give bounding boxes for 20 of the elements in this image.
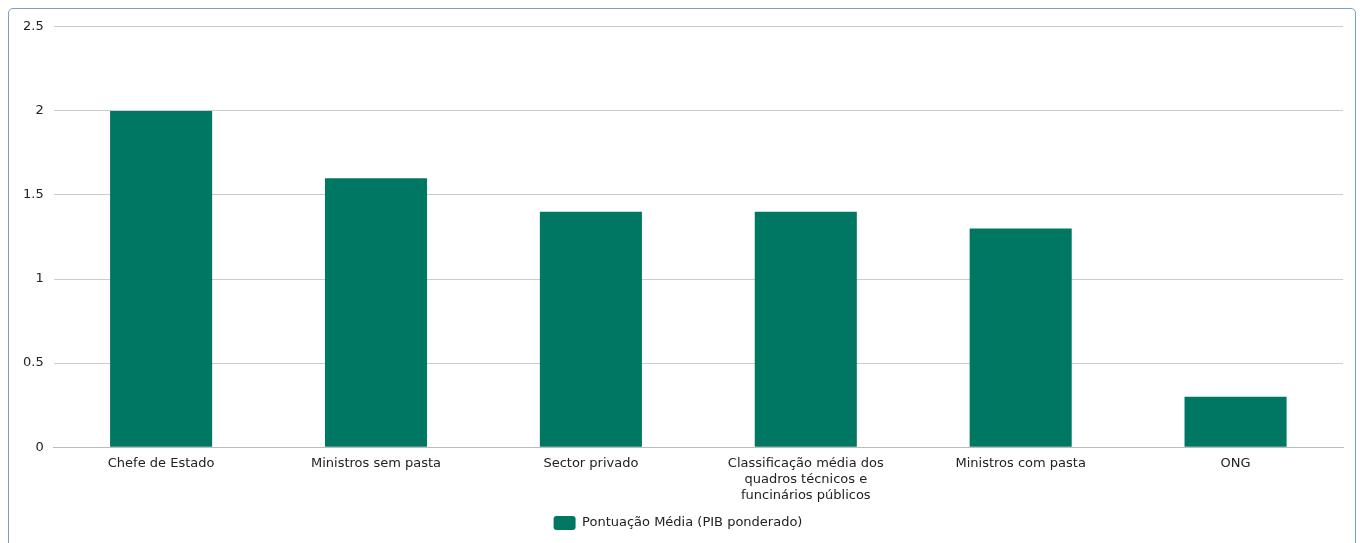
x-tick-label: Classificação média dos quadros técnicos e funcinários públicos: [727, 455, 884, 502]
bar: [539, 211, 642, 447]
y-tick-label: 0.5: [22, 354, 44, 370]
x-tick-label: Chefe de Estado: [107, 455, 215, 471]
bar: [969, 228, 1072, 447]
y-tick-label: 0: [35, 438, 44, 454]
y-tick-label: 1: [35, 270, 44, 286]
y-tick-label: 1.5: [22, 186, 44, 202]
bar: [1184, 396, 1287, 447]
chart-frame: Pontuação Média (PIB ponderado) Chefe de Estado Ministros sem pasta Sector privado Classificação média dos quadros técnicos e funcinários públicos Ministros com pasta ONG 0 0.5 1 1.5 2 2.5: [8, 8, 1356, 543]
y-tick-label: 2: [35, 102, 44, 118]
x-tick-label: Sector privado: [543, 455, 639, 471]
x-tick-label: ONG: [1220, 455, 1251, 471]
x-tick-label: Ministros sem pasta: [310, 455, 442, 471]
bar: [754, 211, 857, 447]
legend-label: Pontuação Média (PIB ponderado): [582, 514, 803, 530]
bar: [110, 110, 213, 447]
y-tick-label: 2.5: [22, 18, 44, 34]
x-tick-label: Ministros com pasta: [955, 455, 1086, 471]
bar: [324, 178, 428, 447]
